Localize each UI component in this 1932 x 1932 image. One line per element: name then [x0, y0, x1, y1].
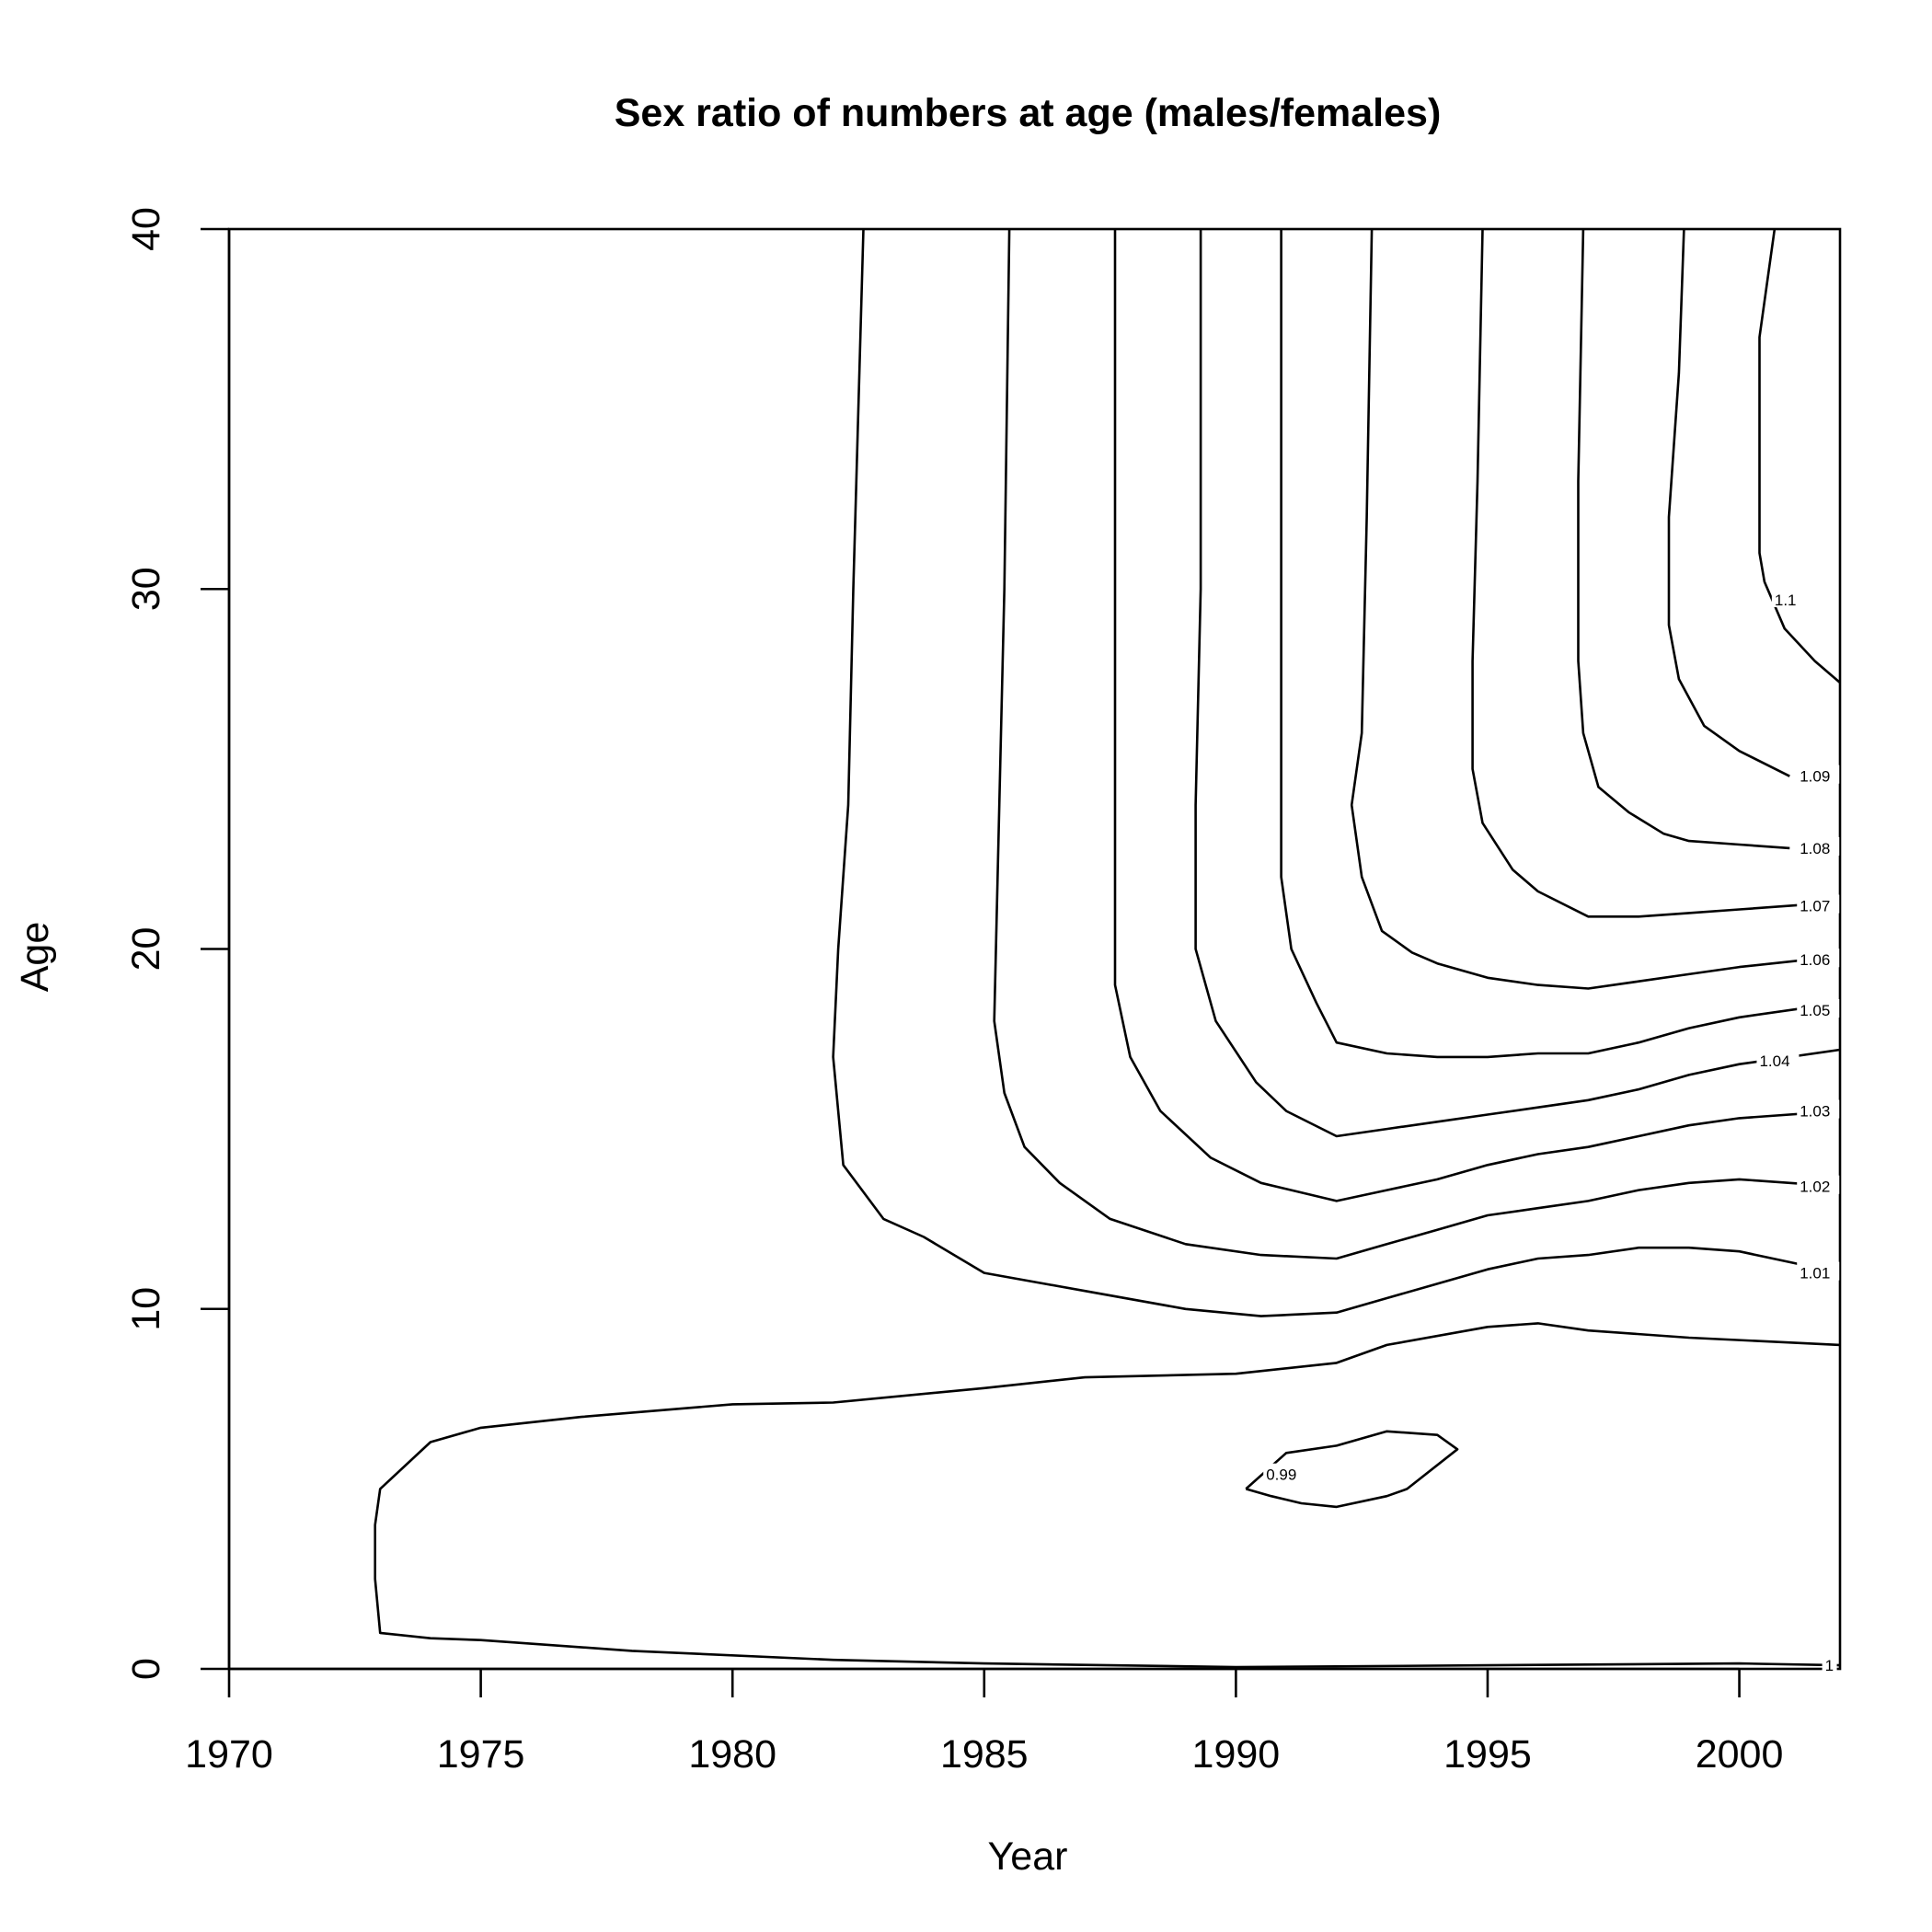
- contour-line-0-99: [1245, 1430, 1459, 1509]
- contour-label: 1.02: [1800, 1179, 1830, 1196]
- y-tick-label: 20: [124, 927, 168, 972]
- y-tick-label: 0: [124, 1658, 168, 1680]
- x-tick-label: 1995: [1443, 1732, 1532, 1777]
- contour-label-bg: [1797, 1261, 1840, 1281]
- contour-label: 0.99: [1266, 1466, 1296, 1484]
- contour-label-bg: [1797, 999, 1840, 1018]
- x-tick-label: 2000: [1696, 1732, 1784, 1777]
- contour-label: 1.03: [1800, 1103, 1830, 1121]
- x-axis: 1970 1975 1980 1985 1990 1995 2000: [185, 1667, 1784, 1777]
- contour-label: 1.08: [1800, 840, 1830, 857]
- contour-label-bg: [1797, 1099, 1840, 1119]
- contour-label-bg: [1771, 588, 1805, 607]
- contour-lines: [374, 228, 1841, 1669]
- contour-label: 1: [1825, 1657, 1834, 1674]
- contour-line-1: [374, 1322, 1841, 1669]
- contour-line-1-08: [1577, 228, 1790, 850]
- contour-label-bg: [1797, 1175, 1840, 1194]
- y-tick-label: 10: [124, 1287, 168, 1331]
- contour-label-bg: [1797, 765, 1840, 784]
- contour-line-1-04: [1194, 229, 1841, 1138]
- x-tick-label: 1970: [185, 1732, 273, 1777]
- contour-line-1-02: [993, 228, 1841, 1260]
- chart-title: Sex ratio of numbers at age (males/femal…: [615, 91, 1442, 135]
- contour-label: 1.04: [1759, 1052, 1789, 1070]
- x-tick-label: 1980: [688, 1732, 776, 1777]
- contour-label: 1.05: [1800, 1002, 1830, 1019]
- x-tick-label: 1990: [1192, 1732, 1281, 1777]
- contour-labels: 1 0.99 1.01 1.02 1.03 1.04 1.05 1.06 1.07 1.08 1.0…: [1263, 588, 1840, 1674]
- contour-line-1-09: [1667, 228, 1790, 777]
- contour-label: 1.01: [1800, 1265, 1830, 1282]
- contour-label: 1.1: [1775, 592, 1797, 609]
- contour-label-bg: [1822, 1654, 1837, 1673]
- contour-line-1-07: [1471, 228, 1841, 918]
- y-tick-label: 30: [124, 567, 168, 611]
- x-axis-label: Year: [988, 1834, 1068, 1879]
- x-tick-label: 1985: [940, 1732, 1029, 1777]
- contour-label: 1.09: [1800, 768, 1830, 786]
- contour-label-bg: [1797, 836, 1840, 856]
- y-axis-label: Age: [13, 922, 57, 993]
- contour-line-1-01: [832, 228, 1841, 1317]
- contour-label-bg: [1263, 1463, 1306, 1482]
- contour-label: 1.07: [1800, 898, 1830, 915]
- contour-line-1-06: [1350, 228, 1841, 990]
- contour-label-bg: [1797, 949, 1840, 968]
- y-axis: 0 10 20 30 40: [124, 207, 231, 1680]
- contour-line-1-1: [1758, 228, 1841, 684]
- contour-label-bg: [1797, 894, 1840, 914]
- x-tick-label: 1975: [437, 1732, 525, 1777]
- contour-label-bg: [1756, 1049, 1800, 1068]
- y-tick-label: 40: [124, 207, 168, 251]
- plot-frame: [227, 227, 1842, 1671]
- contour-line-1-03: [1113, 229, 1841, 1202]
- contour-label: 1.06: [1800, 951, 1830, 969]
- contour-line-1-05: [1280, 229, 1841, 1059]
